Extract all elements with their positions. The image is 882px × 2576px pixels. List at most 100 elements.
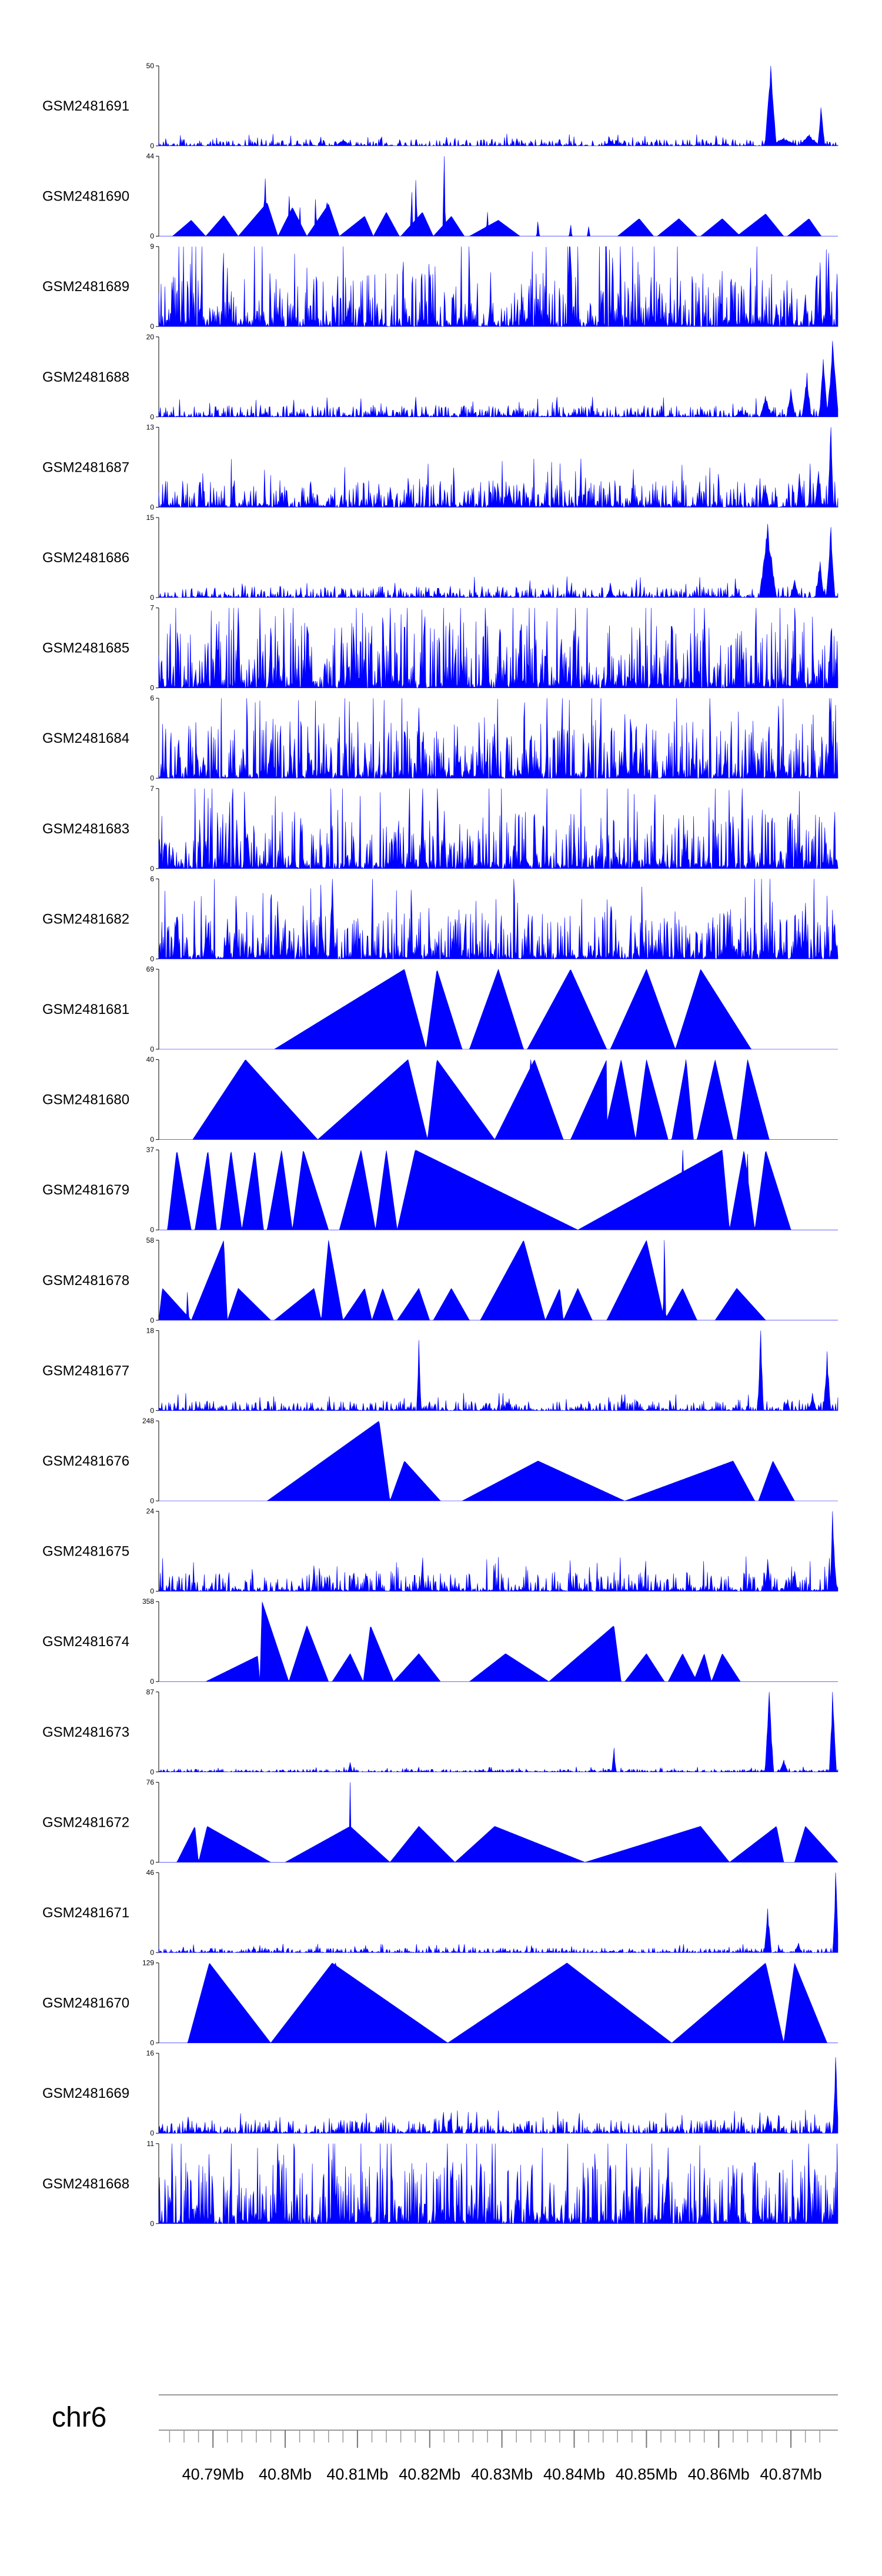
track-label: GSM2481678 <box>42 1273 129 1289</box>
track-label: GSM2481686 <box>42 550 129 566</box>
y-max-label: 50 <box>146 62 155 70</box>
track-GSM2481671: GSM2481671 46 0 <box>42 1868 838 1957</box>
track-label: GSM2481681 <box>42 1002 129 1017</box>
coverage-area <box>159 1421 838 1501</box>
track-label: GSM2481669 <box>42 2086 129 2101</box>
x-tick-label: 40.86Mb <box>688 2465 750 2483</box>
coverage-area <box>158 341 838 418</box>
coverage-area <box>159 1059 838 1140</box>
track-label: GSM2481691 <box>42 98 129 114</box>
track-GSM2481688: GSM2481688 20 0 <box>42 333 838 421</box>
y-max-label: 37 <box>146 1146 155 1154</box>
track-label: GSM2481673 <box>42 1724 129 1740</box>
y-min-label: 0 <box>150 142 154 150</box>
track-GSM2481674: GSM2481674 358 0 <box>42 1597 838 1686</box>
y-max-label: 87 <box>146 1688 155 1696</box>
chromosome-label: chr6 <box>52 2402 106 2433</box>
y-max-label: 248 <box>142 1417 154 1425</box>
track-label: GSM2481685 <box>42 640 129 656</box>
y-min-label: 0 <box>150 413 154 421</box>
y-max-label: 13 <box>146 423 155 431</box>
coverage-area <box>159 1962 838 2043</box>
y-min-label: 0 <box>150 1226 154 1234</box>
coverage-tracks: GSM2481691500GSM2481690440GSM248168990GS… <box>42 62 838 2228</box>
coverage-area <box>159 156 838 237</box>
track-GSM2481673: GSM2481673 87 0 <box>42 1688 838 1776</box>
coverage-area <box>158 65 838 147</box>
coverage-area <box>159 1782 838 1863</box>
track-GSM2481689: GSM2481689 9 0 <box>42 242 838 331</box>
track-label: GSM2481671 <box>42 1905 129 1921</box>
x-tick-label: 40.87Mb <box>760 2465 822 2483</box>
track-GSM2481685: GSM2481685 7 0 <box>42 604 838 692</box>
track-label: GSM2481675 <box>42 1544 129 1560</box>
y-max-label: 7 <box>150 785 154 793</box>
x-tick-label: 40.84Mb <box>543 2465 605 2483</box>
y-max-label: 69 <box>146 965 155 973</box>
y-max-label: 9 <box>150 242 154 251</box>
track-GSM2481678: GSM2481678 58 0 <box>42 1236 838 1324</box>
y-max-label: 20 <box>146 333 155 341</box>
coverage-area <box>158 1240 838 1321</box>
y-max-label: 44 <box>146 152 155 161</box>
x-tick-label: 40.8Mb <box>259 2465 312 2483</box>
y-max-label: 46 <box>146 1868 155 1877</box>
track-GSM2481686: GSM2481686 15 0 <box>42 513 838 602</box>
y-max-label: 6 <box>150 875 154 883</box>
track-GSM2481682: GSM2481682 6 0 <box>42 875 838 963</box>
track-label: GSM2481670 <box>42 1996 129 2011</box>
y-max-label: 11 <box>147 2140 155 2148</box>
track-label: GSM2481676 <box>42 1453 129 1469</box>
track-label: GSM2481684 <box>42 730 129 746</box>
coverage-area <box>158 523 838 599</box>
track-GSM2481680: GSM2481680 40 0 <box>42 1056 838 1144</box>
track-GSM2481676: GSM2481676 248 0 <box>42 1417 838 1505</box>
track-label: GSM2481680 <box>42 1092 129 1108</box>
track-GSM2481669: GSM2481669 16 0 <box>42 2049 838 2137</box>
coverage-area <box>158 698 838 779</box>
y-min-label: 0 <box>150 1316 154 1324</box>
y-min-label: 0 <box>150 593 154 602</box>
track-GSM2481679: GSM2481679 37 0 <box>42 1146 838 1234</box>
y-min-label: 0 <box>150 322 154 331</box>
track-label: GSM2481689 <box>42 279 129 295</box>
track-label: GSM2481687 <box>42 459 129 475</box>
axis-ticks: 40.79Mb 40.8Mb 40.81Mb 40.82Mb 40.83Mb 40.84M… <box>169 2430 822 2483</box>
track-label: GSM2481679 <box>42 1182 129 1198</box>
x-tick-label: 40.79Mb <box>182 2465 244 2483</box>
track-GSM2481681: GSM2481681 69 0 <box>42 965 838 1053</box>
track-GSM2481670: GSM2481670 129 0 <box>42 1959 838 2047</box>
y-max-label: 16 <box>146 2049 155 2057</box>
coverage-area <box>159 969 838 1050</box>
track-GSM2481672: GSM2481672 76 0 <box>42 1778 838 1866</box>
y-min-label: 0 <box>150 2129 154 2137</box>
y-min-label: 0 <box>150 1406 154 1414</box>
y-max-label: 58 <box>146 1236 155 1244</box>
track-label: GSM2481682 <box>42 911 129 927</box>
track-GSM2481683: GSM2481683 7 0 <box>42 785 838 873</box>
y-min-label: 0 <box>150 1677 154 1686</box>
x-tick-label: 40.83Mb <box>471 2465 533 2483</box>
x-tick-label: 40.81Mb <box>326 2465 388 2483</box>
track-label: GSM2481677 <box>42 1363 129 1379</box>
track-GSM2481691: GSM2481691 50 0 <box>42 62 838 150</box>
track-GSM2481684: GSM2481684 6 0 <box>42 694 838 782</box>
coverage-area <box>158 2057 838 2134</box>
track-GSM2481687: GSM2481687 13 0 <box>42 423 838 511</box>
y-min-label: 0 <box>150 2220 154 2228</box>
y-min-label: 0 <box>150 684 154 692</box>
coverage-area <box>158 879 838 960</box>
coverage-area <box>158 788 838 869</box>
y-min-label: 0 <box>150 503 154 511</box>
coverage-area <box>158 608 838 689</box>
coverage-area <box>158 1330 838 1412</box>
genome-axis: chr6 40.79Mb 40.8Mb 40.81Mb 40.82Mb 40.83Mb 4… <box>52 2394 838 2483</box>
y-max-label: 358 <box>142 1597 154 1606</box>
x-tick-label: 40.85Mb <box>616 2465 677 2483</box>
track-label: GSM2481668 <box>42 2176 129 2192</box>
track-GSM2481690: GSM2481690 44 0 <box>42 152 838 241</box>
y-max-label: 7 <box>150 604 154 612</box>
y-min-label: 0 <box>150 1497 154 1505</box>
coverage-area <box>158 1872 838 1954</box>
y-min-label: 0 <box>150 1858 154 1866</box>
